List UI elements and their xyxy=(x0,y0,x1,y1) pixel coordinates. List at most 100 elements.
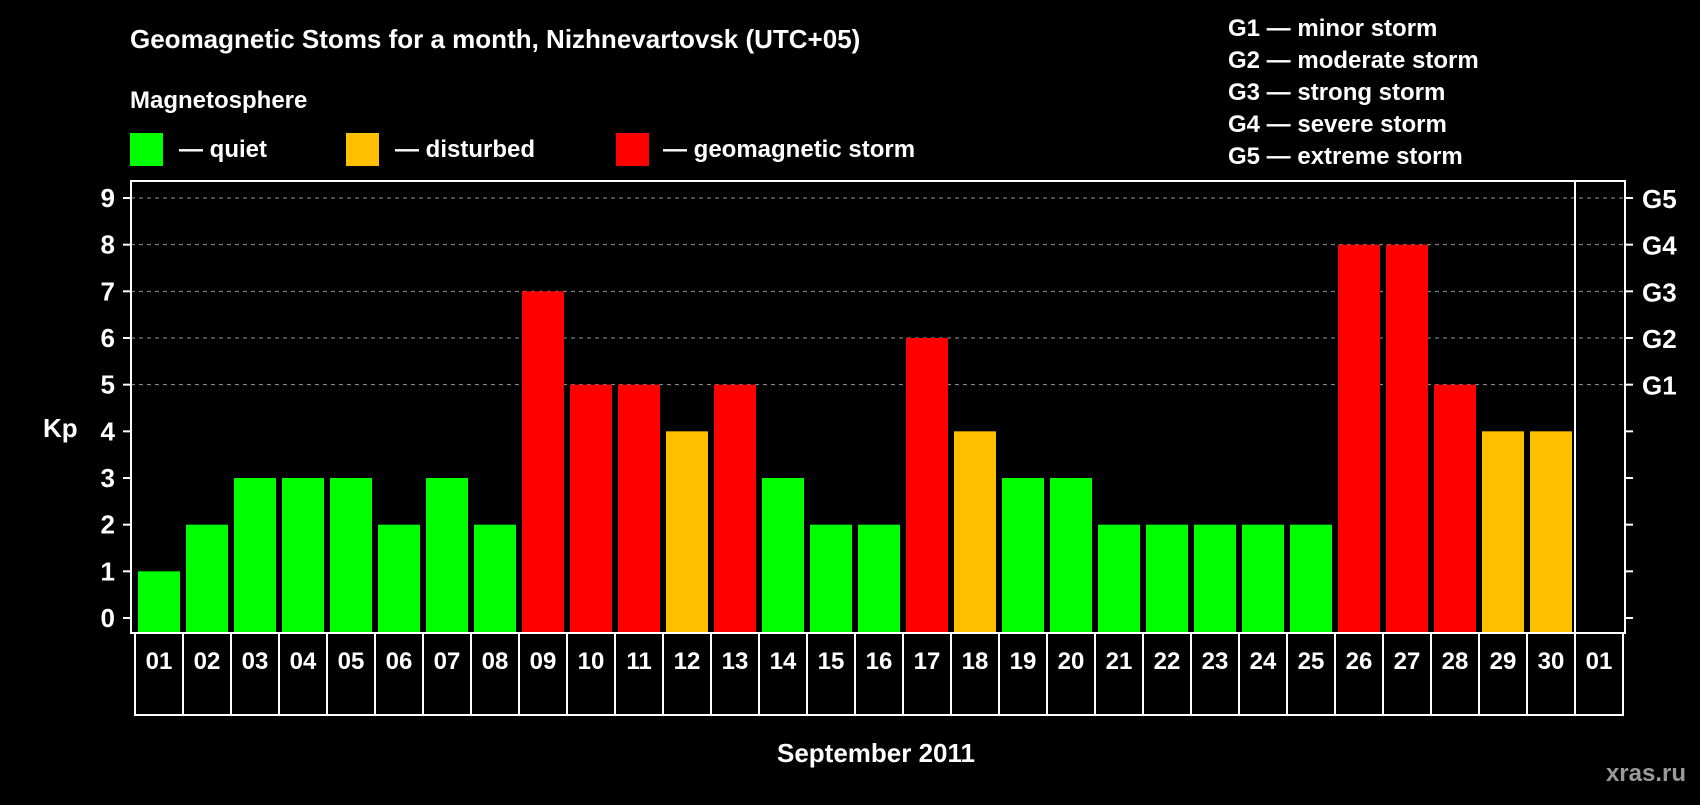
x-tick-label: 23 xyxy=(1202,648,1229,675)
bar-19 xyxy=(1002,478,1044,632)
scale-legend-item: G4 — severe storm xyxy=(1228,111,1447,138)
grid xyxy=(131,197,1625,386)
y-axis-label: Kp xyxy=(43,413,78,443)
x-tick-label: 16 xyxy=(866,648,893,675)
x-tick-label: 06 xyxy=(386,648,413,675)
g-scale-label: G5 xyxy=(1642,184,1677,214)
x-tick-label: 14 xyxy=(770,648,797,675)
g-scale-label: G4 xyxy=(1642,231,1677,261)
x-tick-label: 13 xyxy=(722,648,749,675)
x-tick-label: 07 xyxy=(434,648,461,675)
bar-13 xyxy=(714,384,756,632)
scale-legend-item: G1 — minor storm xyxy=(1228,15,1437,42)
bar-29 xyxy=(1482,431,1524,632)
x-tick-label: 18 xyxy=(962,648,989,675)
legend-label-1: — disturbed xyxy=(395,136,535,163)
legend-swatch-1 xyxy=(346,133,379,166)
x-tick-label: 26 xyxy=(1346,648,1373,675)
bar-14 xyxy=(762,478,804,632)
bar-05 xyxy=(330,478,372,632)
x-tick-label: 10 xyxy=(578,648,605,675)
date-cell xyxy=(1574,632,1624,716)
watermark: xras.ru xyxy=(1606,760,1686,787)
x-tick-label: 30 xyxy=(1538,648,1565,675)
x-tick-label: 04 xyxy=(290,648,317,675)
y-tick-label: 1 xyxy=(101,556,115,586)
x-tick-label: 24 xyxy=(1250,648,1277,675)
storm-scale-legend: G1 — minor storm G2 — moderate storm G3 — … xyxy=(1228,15,1479,170)
bar-20 xyxy=(1050,478,1092,632)
bar-10 xyxy=(570,384,612,632)
bar-12 xyxy=(666,431,708,632)
x-tick-label: 02 xyxy=(194,648,221,675)
g-scale-label: G2 xyxy=(1642,324,1677,354)
y-tick-label: 9 xyxy=(101,183,115,213)
bar-03 xyxy=(234,478,276,632)
bar-01 xyxy=(138,571,180,632)
x-tick-label: 25 xyxy=(1298,648,1325,675)
bar-11 xyxy=(618,384,660,632)
bar-22 xyxy=(1146,524,1188,632)
bar-23 xyxy=(1194,524,1236,632)
bar-24 xyxy=(1242,524,1284,632)
scale-legend-item: G3 — strong storm xyxy=(1228,79,1445,106)
bar-18 xyxy=(954,431,996,632)
bar-28 xyxy=(1434,384,1476,632)
legend-label-2: — geomagnetic storm xyxy=(663,136,915,163)
bar-26 xyxy=(1338,244,1380,632)
g-scale-label: G3 xyxy=(1642,277,1677,307)
bar-27 xyxy=(1386,244,1428,632)
legend-swatch-0 xyxy=(130,133,163,166)
x-tick-label: 08 xyxy=(482,648,509,675)
bar-15 xyxy=(810,524,852,632)
y-tick-label: 0 xyxy=(101,603,115,633)
legend: — quiet — disturbed — geomagnetic storm xyxy=(130,133,915,166)
bars xyxy=(138,244,1572,632)
bar-09 xyxy=(522,291,564,632)
x-tick-label: 09 xyxy=(530,648,557,675)
x-tick-label: 01 xyxy=(146,648,173,675)
x-tick-label: 15 xyxy=(818,648,845,675)
x-tick-label: 19 xyxy=(1010,648,1037,675)
x-tick-label: 11 xyxy=(626,648,651,675)
x-tick-label: 05 xyxy=(338,648,365,675)
bar-02 xyxy=(186,524,228,632)
bar-21 xyxy=(1098,524,1140,632)
x-tick-label: 03 xyxy=(242,648,269,675)
scale-legend-item: G2 — moderate storm xyxy=(1228,47,1479,74)
y-tick-label: 6 xyxy=(101,323,115,353)
legend-swatch-2 xyxy=(616,133,649,166)
x-tick-label: 12 xyxy=(674,648,701,675)
bar-08 xyxy=(474,524,516,632)
legend-title: Magnetosphere xyxy=(130,87,307,114)
x-tick-label: 29 xyxy=(1490,648,1517,675)
y-tick-label: 4 xyxy=(101,416,116,446)
bar-25 xyxy=(1290,524,1332,632)
y-tick-label: 3 xyxy=(101,463,115,493)
bar-30 xyxy=(1530,431,1572,632)
x-tick-label: 22 xyxy=(1154,648,1181,675)
bar-07 xyxy=(426,478,468,632)
y-tick-label: 8 xyxy=(101,230,115,260)
y-tick-label: 7 xyxy=(101,276,115,306)
bar-17 xyxy=(906,338,948,632)
chart-title: Geomagnetic Stoms for a month, Nizhnevar… xyxy=(130,24,860,54)
y-tick-label: 5 xyxy=(101,370,115,400)
x-tick-label: 20 xyxy=(1058,648,1085,675)
x-tick-label: 27 xyxy=(1394,648,1421,675)
x-axis-label: September 2011 xyxy=(777,738,975,768)
cell-mask xyxy=(133,716,1625,722)
legend-label-0: — quiet xyxy=(179,136,267,163)
x-tick-label: 01 xyxy=(1586,648,1613,675)
x-tick-label: 21 xyxy=(1106,648,1133,675)
g-scale-label: G1 xyxy=(1642,371,1677,401)
y-tick-label: 2 xyxy=(101,510,115,540)
x-tick-label: 17 xyxy=(914,648,941,675)
x-tick-label: 28 xyxy=(1442,648,1469,675)
scale-legend-item: G5 — extreme storm xyxy=(1228,143,1463,170)
bar-16 xyxy=(858,524,900,632)
bar-06 xyxy=(378,524,420,632)
bar-04 xyxy=(282,478,324,632)
